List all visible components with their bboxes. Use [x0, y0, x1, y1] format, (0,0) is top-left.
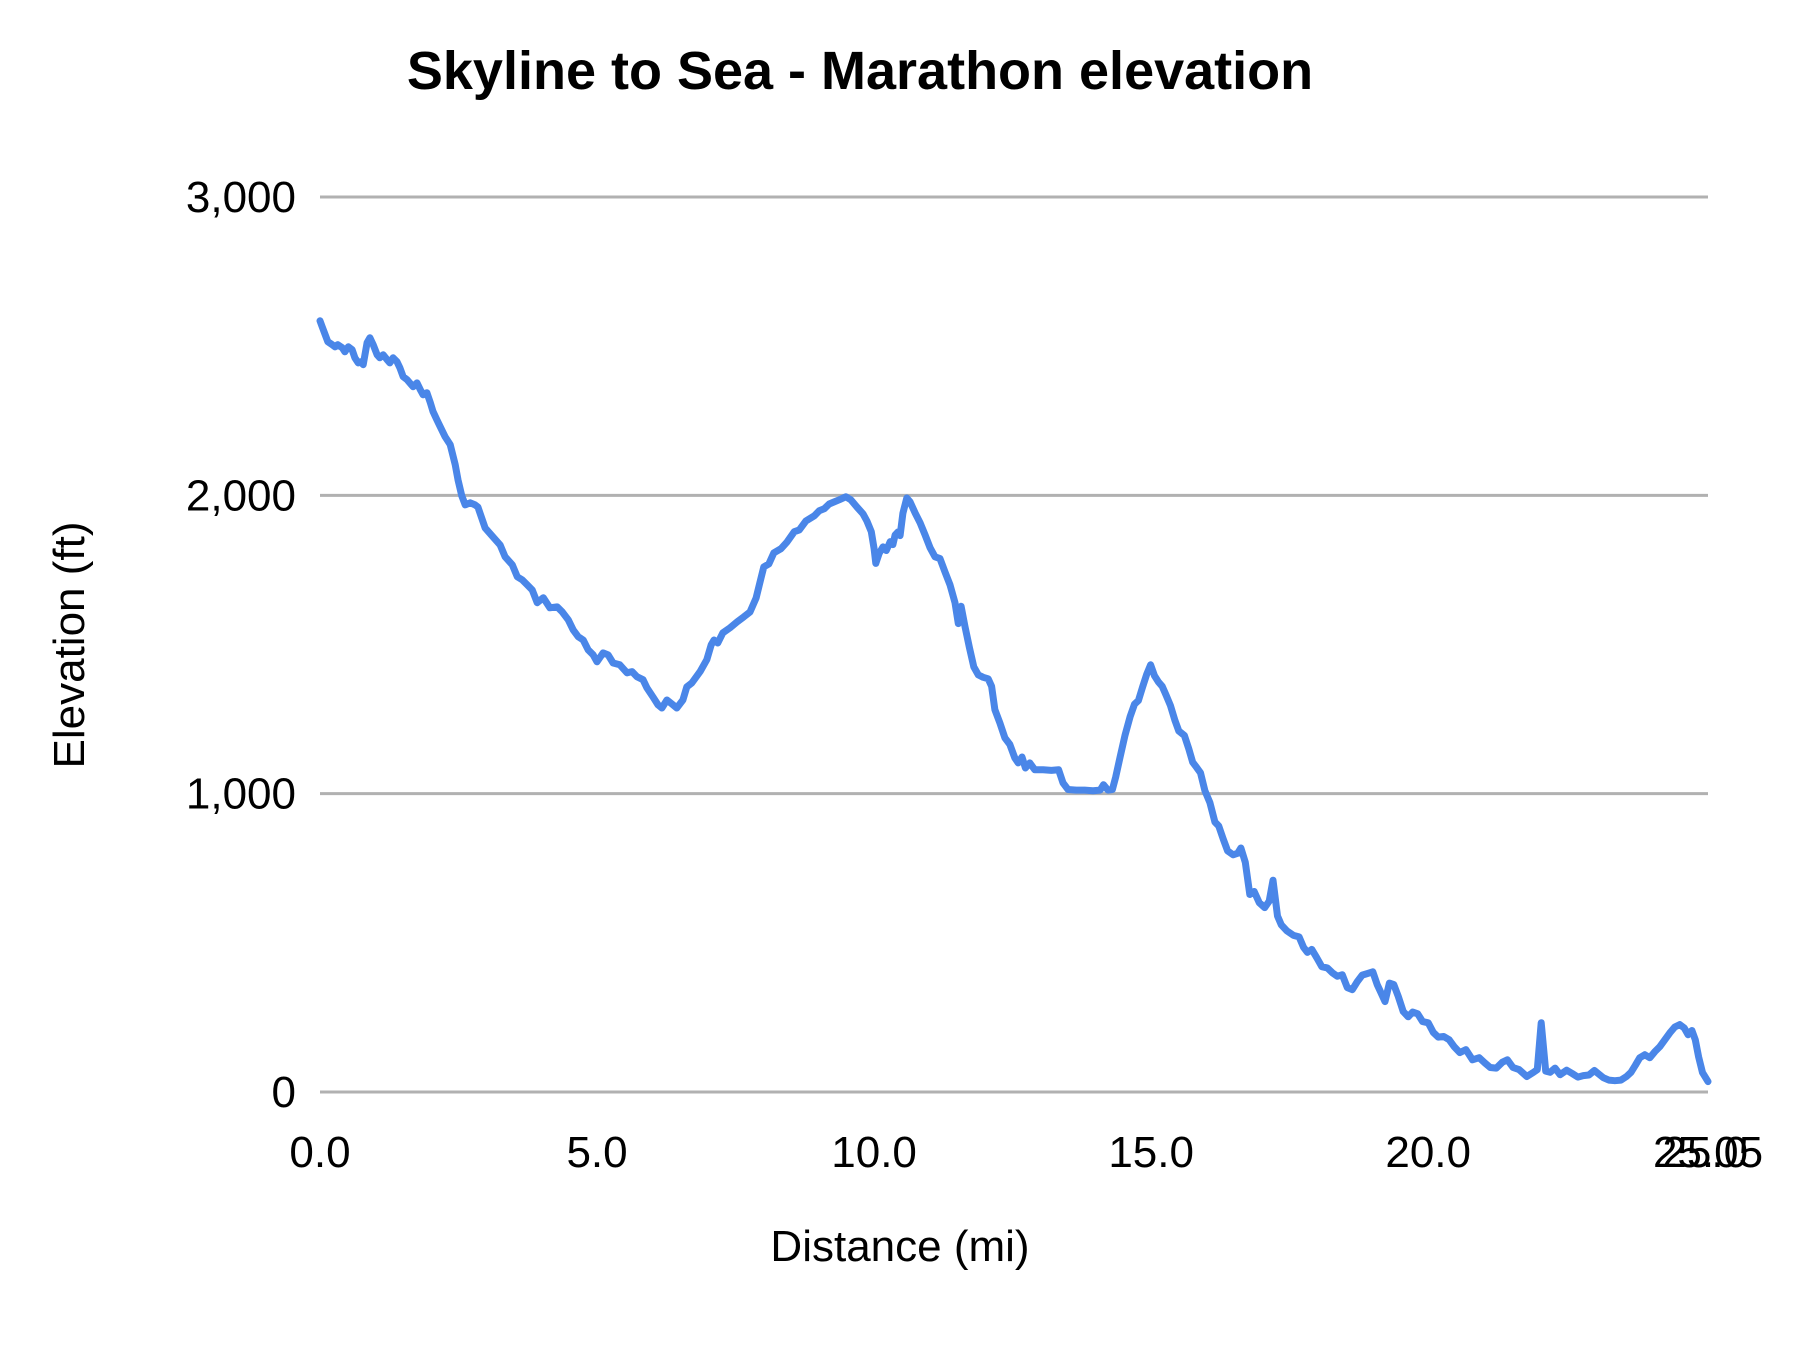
gridlines [320, 195, 1708, 1094]
y-tick-label: 3,000 [186, 173, 296, 222]
chart-title: Skyline to Sea - Marathon elevation [406, 41, 1314, 101]
x-tick-label: 5.0 [566, 1128, 627, 1177]
x-axis-title: Distance (mi) [770, 1222, 1030, 1271]
x-tick-label: 15.0 [1108, 1128, 1194, 1177]
x-tick-label: 20.0 [1385, 1128, 1471, 1177]
x-tick-label: 25.05 [1653, 1128, 1763, 1177]
x-tick-label: 10.0 [831, 1128, 917, 1177]
y-axis-title: Elevation (ft) [45, 521, 94, 769]
elevation-series-line [316, 317, 1712, 1086]
y-axis-tick-labels: 0 1,000 2,000 3,000 [186, 173, 296, 1117]
y-tick-label: 1,000 [186, 770, 296, 819]
x-axis-tick-labels: 0.0 5.0 10.0 15.0 20.0 25.025.05 [289, 1128, 1763, 1177]
x-tick-label: 0.0 [289, 1128, 350, 1177]
x-tick-label: 25.0 [1662, 1128, 1748, 1177]
y-tick-label: 0 [272, 1068, 296, 1117]
y-tick-label: 2,000 [186, 471, 296, 520]
